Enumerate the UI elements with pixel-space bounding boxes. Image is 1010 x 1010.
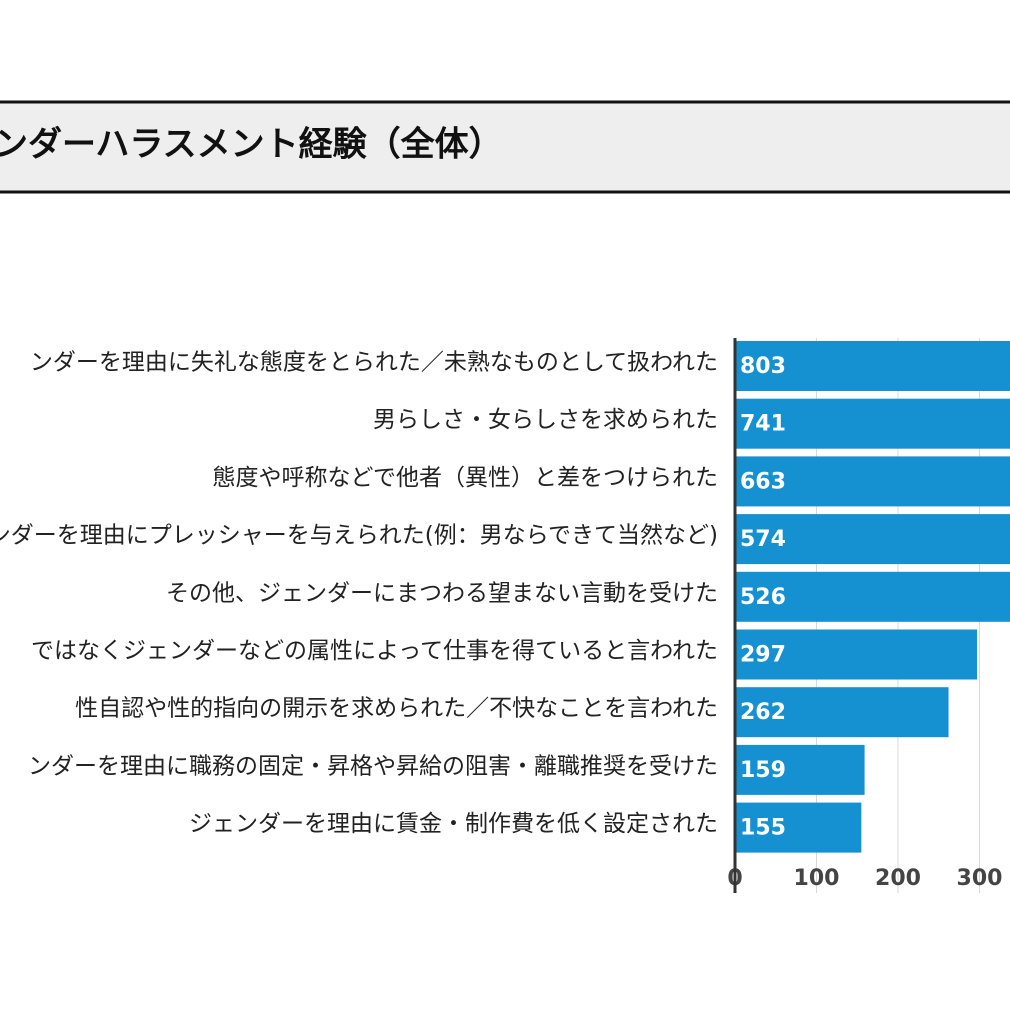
bar (735, 398, 1010, 449)
y-tick-label: ンダーを理由に失礼な態度をとられた／未熟なものとして扱われた (30, 350, 718, 376)
bar (735, 571, 1010, 622)
value-label: 741 (740, 412, 786, 437)
y-tick-label: ではなくジェンダーなどの属性によって仕事を得ていると言われた (31, 638, 718, 664)
value-label: 159 (740, 758, 786, 783)
bar (735, 629, 978, 680)
value-label: 526 (740, 585, 786, 610)
x-tick-label: 100 (794, 866, 840, 891)
y-tick-label: 性自認や性的指向の開示を求められた／不快なことを言われた (75, 696, 718, 722)
value-label: 803 (740, 354, 786, 379)
chart-title: ンダーハラスメント経験（全体） (0, 125, 503, 165)
value-label: 297 (740, 643, 786, 668)
bar (735, 687, 949, 738)
y-tick-label: ジェンダーを理由に賃金・制作費を低く設定された (189, 811, 718, 837)
title-band (0, 100, 1010, 194)
x-tick-label: 300 (957, 866, 1003, 891)
y-tick-label: その他、ジェンダーにまつわる望まない言動を受けた (166, 580, 718, 606)
y-tick-label: ンダーを理由に職務の固定・昇格や昇給の阻害・離職推奨を受けた (28, 753, 718, 779)
bar (735, 456, 1010, 507)
value-label: 663 (740, 469, 786, 494)
y-tick-label: ンダーを理由にプレッシャーを与えられた(例：男ならできて当然など) (0, 523, 718, 549)
plot: 0100200300400ンダーを理由に失礼な態度をとられた／未熟なものとして扱… (0, 338, 1010, 893)
bar (735, 802, 862, 853)
value-label: 262 (740, 700, 786, 725)
bar (735, 744, 865, 795)
y-tick-label: 男らしさ・女らしさを求められた (373, 407, 718, 433)
bar (735, 514, 1010, 565)
y-tick-label: 態度や呼称などで他者（異性）と差をつけられた (212, 465, 718, 491)
value-label: 155 (740, 816, 786, 841)
bar (735, 341, 1010, 391)
value-label: 574 (740, 527, 786, 552)
x-tick-label: 200 (875, 866, 921, 891)
